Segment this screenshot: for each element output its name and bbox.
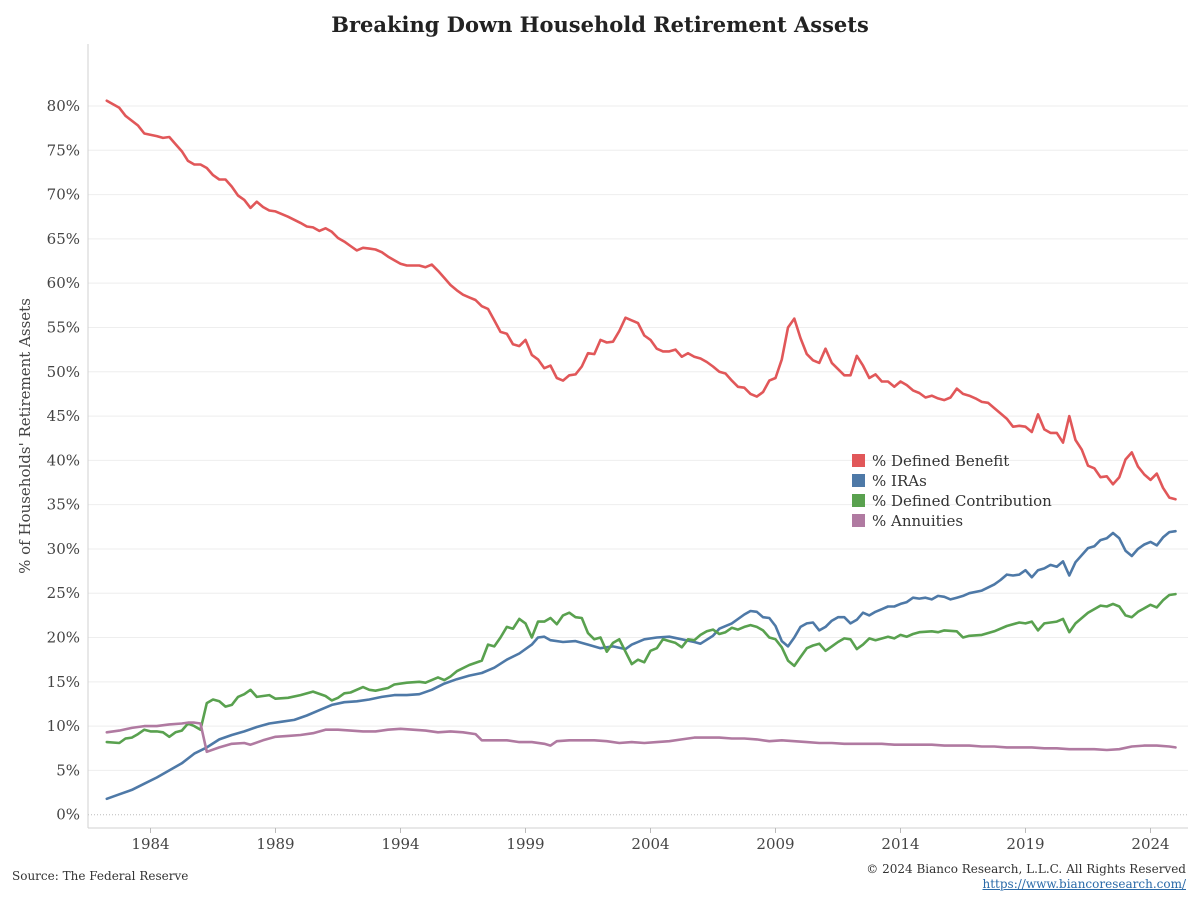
- y-tick-label: 0%: [56, 806, 80, 824]
- legend-swatch: [852, 514, 865, 527]
- legend-swatch: [852, 494, 865, 507]
- y-tick-label: 40%: [47, 451, 80, 469]
- axes: [87, 44, 1188, 829]
- y-tick-label: 45%: [47, 407, 80, 425]
- y-tick-label: 80%: [47, 97, 80, 115]
- x-tick-label: 2024: [1131, 835, 1169, 853]
- x-tick-label: 2009: [756, 835, 794, 853]
- source-note: Source: The Federal Reserve: [12, 869, 189, 883]
- series-line-0: [105, 99, 1177, 501]
- gridlines: [88, 105, 1188, 816]
- y-tick-label: 70%: [47, 186, 80, 204]
- y-tick-label: 55%: [47, 318, 80, 336]
- y-tick-label: 25%: [47, 584, 80, 602]
- legend-label: % Defined Contribution: [872, 492, 1052, 510]
- y-tick-label: 15%: [47, 673, 80, 691]
- x-tick-label: 2004: [631, 835, 669, 853]
- series-line-2: [105, 592, 1177, 745]
- website-link[interactable]: https://www.biancoresearch.com/: [982, 877, 1186, 891]
- y-tick-label: 20%: [47, 629, 80, 647]
- legend: % Defined Benefit % IRAs % Defined Contrib…: [852, 452, 1052, 530]
- y-tick-label: 65%: [47, 230, 80, 248]
- series-line-3: [105, 721, 1177, 754]
- x-axis-ticks: 1984 1989 1994 1999 2004 2009 2014 2019 2024: [131, 828, 1170, 853]
- y-axis-ticks: 0% 5% 10% 15% 20% 25% 30% 35% 40% 45% 50% 55% 60% 65%…: [47, 97, 80, 824]
- y-tick-label: 10%: [47, 717, 80, 735]
- y-tick-label: 60%: [47, 274, 80, 292]
- legend-swatch: [852, 474, 865, 487]
- x-tick-label: 1989: [256, 835, 294, 853]
- x-tick-label: 1984: [131, 835, 169, 853]
- x-tick-label: 2014: [881, 835, 919, 853]
- x-tick-label: 1994: [381, 835, 419, 853]
- copyright-text: © 2024 Bianco Research, L.L.C. All Right…: [866, 862, 1186, 876]
- y-tick-label: 35%: [47, 496, 80, 514]
- chart-title: Breaking Down Household Retirement Asset…: [331, 12, 869, 37]
- y-tick-label: 5%: [56, 761, 80, 779]
- legend-label: % Defined Benefit: [872, 452, 1009, 470]
- copyright-block: © 2024 Bianco Research, L.L.C. All Right…: [866, 862, 1186, 892]
- y-tick-label: 50%: [47, 363, 80, 381]
- series-lines: [105, 99, 1177, 801]
- x-tick-label: 1999: [506, 835, 544, 853]
- series-line-1: [105, 529, 1177, 801]
- y-axis-label: % of Households' Retirement Assets: [16, 298, 34, 574]
- y-tick-label: 75%: [47, 141, 80, 159]
- legend-label: % Annuities: [872, 512, 963, 530]
- legend-label: % IRAs: [872, 472, 927, 490]
- legend-swatch: [852, 454, 865, 467]
- y-tick-label: 30%: [47, 540, 80, 558]
- x-tick-label: 2019: [1006, 835, 1044, 853]
